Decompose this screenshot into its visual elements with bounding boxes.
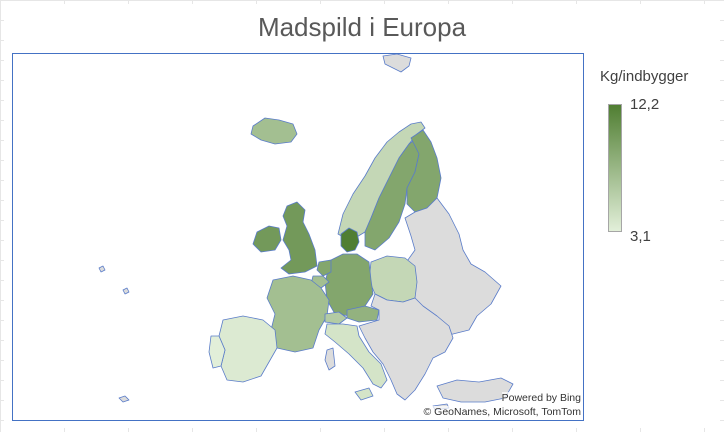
country-italy[interactable] <box>324 323 388 389</box>
legend-title: Kg/indbygger <box>600 68 689 85</box>
country-netherlands[interactable] <box>316 259 332 277</box>
bing-attribution: Powered by Bing <box>501 392 581 404</box>
country-denmark[interactable] <box>340 227 360 253</box>
country-austria[interactable] <box>346 305 380 323</box>
country-france[interactable] <box>266 275 330 353</box>
country-canary-islands[interactable] <box>118 395 130 403</box>
map-plot-area[interactable]: Powered by Bing © GeoNames, Microsoft, T… <box>12 53 584 421</box>
country-spain[interactable] <box>218 315 278 383</box>
europe-map <box>98 54 514 411</box>
legend-color-scale <box>608 104 622 232</box>
chart-title: Madspild i Europa <box>257 12 467 42</box>
legend-min-label: 3,1 <box>630 228 651 245</box>
country-iceland[interactable] <box>250 117 298 145</box>
country-svalbard[interactable] <box>382 54 412 73</box>
country-united-kingdom[interactable] <box>280 201 318 275</box>
country-azores[interactable] <box>98 265 106 273</box>
country-portugal[interactable] <box>208 335 226 369</box>
country-corsica-sardinia[interactable] <box>324 347 336 371</box>
country-madeira[interactable] <box>122 287 130 295</box>
country-switzerland[interactable] <box>324 311 348 325</box>
country-turkey[interactable] <box>436 377 514 403</box>
legend-max-label: 12,2 <box>630 96 660 113</box>
country-italy-sicily[interactable] <box>354 387 374 401</box>
map-copyright: © GeoNames, Microsoft, TomTom <box>423 406 581 418</box>
country-ireland[interactable] <box>252 225 282 253</box>
country-balkans[interactable] <box>358 293 454 401</box>
